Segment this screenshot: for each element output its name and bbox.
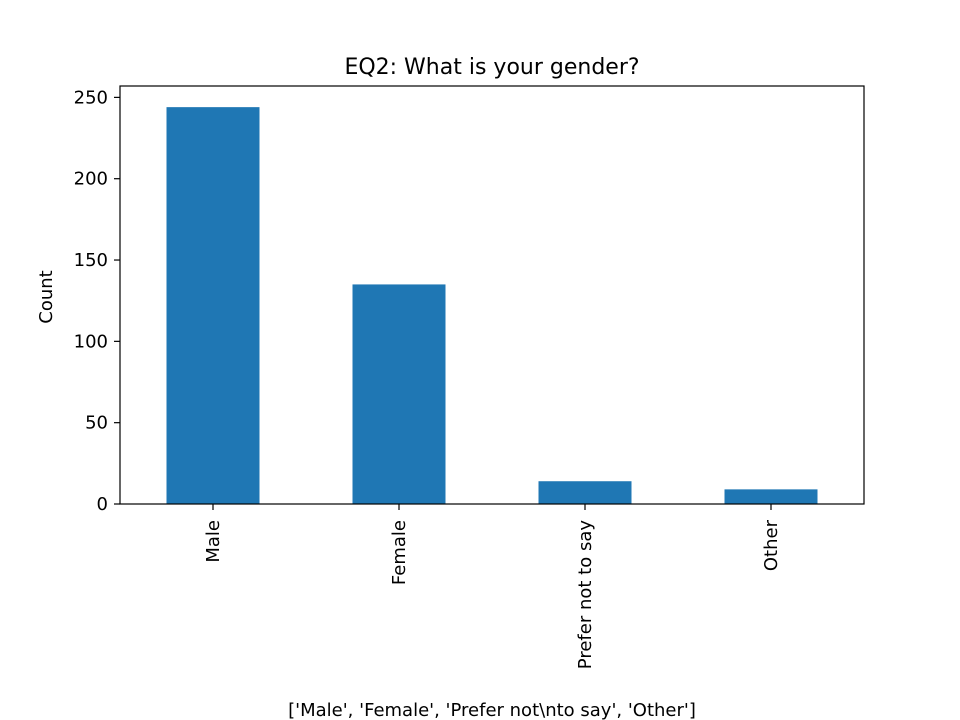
y-tick-label: 0 [97,494,108,515]
bar-prefer-not-to-say [538,481,632,504]
y-tick-label: 250 [74,87,108,108]
bar-other [724,489,818,504]
bars-group [166,107,818,504]
chart-title: EQ2: What is your gender? [344,55,639,80]
x-tick-label: Male [203,520,224,563]
y-axis-label: Count [36,270,57,323]
plot-frame [119,85,865,505]
x-tick-label: Female [389,520,410,585]
y-tick-label: 150 [74,250,108,271]
y-tick-label: 100 [74,331,108,352]
y-axis: 0 50 100 150 200 250 [74,87,120,515]
x-tick-label: Other [761,519,782,571]
x-axis-label: ['Male', 'Female', 'Prefer not\nto say',… [288,700,696,720]
x-axis: Male Female Prefer not to say Other [203,504,782,669]
y-tick-label: 200 [74,169,108,190]
bar-male [166,107,260,504]
y-tick-label: 50 [85,413,108,434]
bar-female [352,284,446,504]
x-tick-label: Prefer not to say [575,520,596,670]
